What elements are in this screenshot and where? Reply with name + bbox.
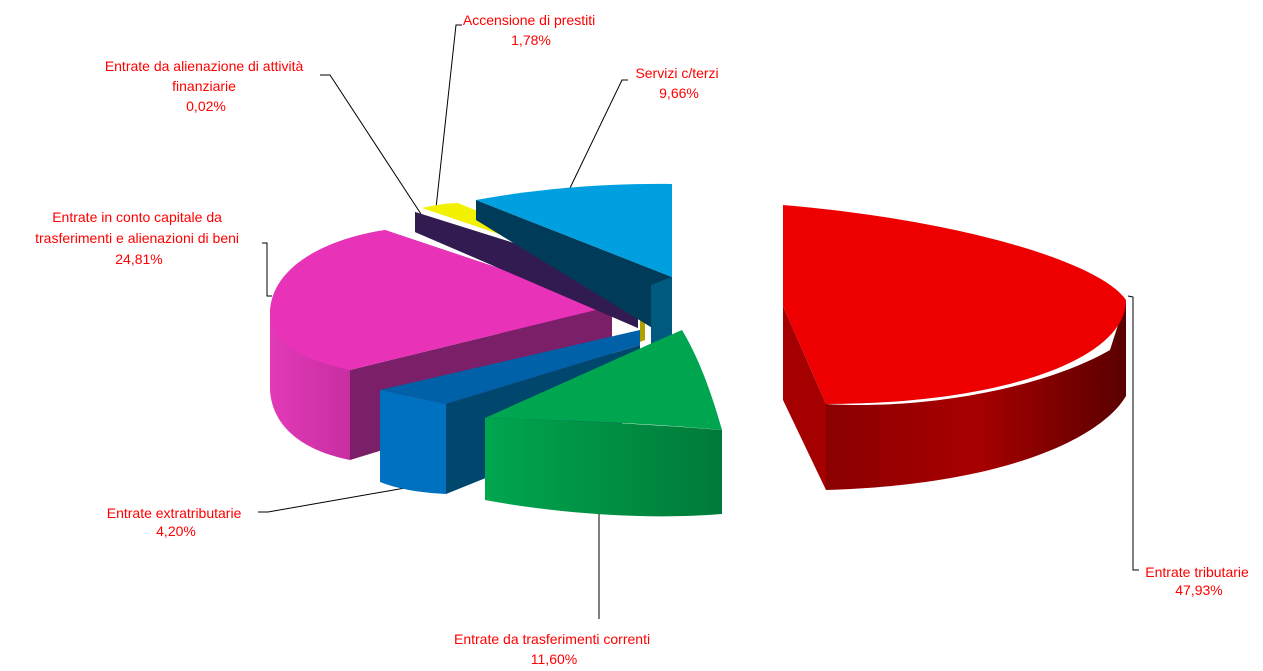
slice-label-0: Entrate tributarie 47,93% bbox=[1145, 564, 1252, 598]
leader-line-slice-2 bbox=[258, 487, 406, 513]
pie-slice-4 bbox=[415, 212, 638, 328]
slice-label-3: Entrate in conto capitale da trasferimen… bbox=[35, 209, 243, 267]
leader-line-slice-6 bbox=[569, 79, 628, 189]
slice-label-1: Entrate da trasferimenti correnti 11,60% bbox=[454, 631, 654, 667]
slice-label-6: Servizi c/terzi 9,66% bbox=[635, 65, 722, 101]
leader-line-slice-4 bbox=[320, 74, 422, 215]
leader-line-slice-5 bbox=[435, 24, 462, 209]
leader-line-slice-3 bbox=[262, 242, 272, 297]
slice-label-4: Entrate da alienazione di attività finan… bbox=[105, 58, 307, 114]
pie-slice-1 bbox=[485, 330, 722, 517]
pie-slice-6 bbox=[476, 183, 672, 345]
leader-line-slice-0 bbox=[1127, 295, 1139, 571]
pie-slice-0 bbox=[783, 205, 1126, 490]
slice-label-2: Entrate extratributarie 4,20% bbox=[107, 505, 246, 539]
slice-label-5: Accensione di prestiti 1,78% bbox=[463, 12, 599, 48]
